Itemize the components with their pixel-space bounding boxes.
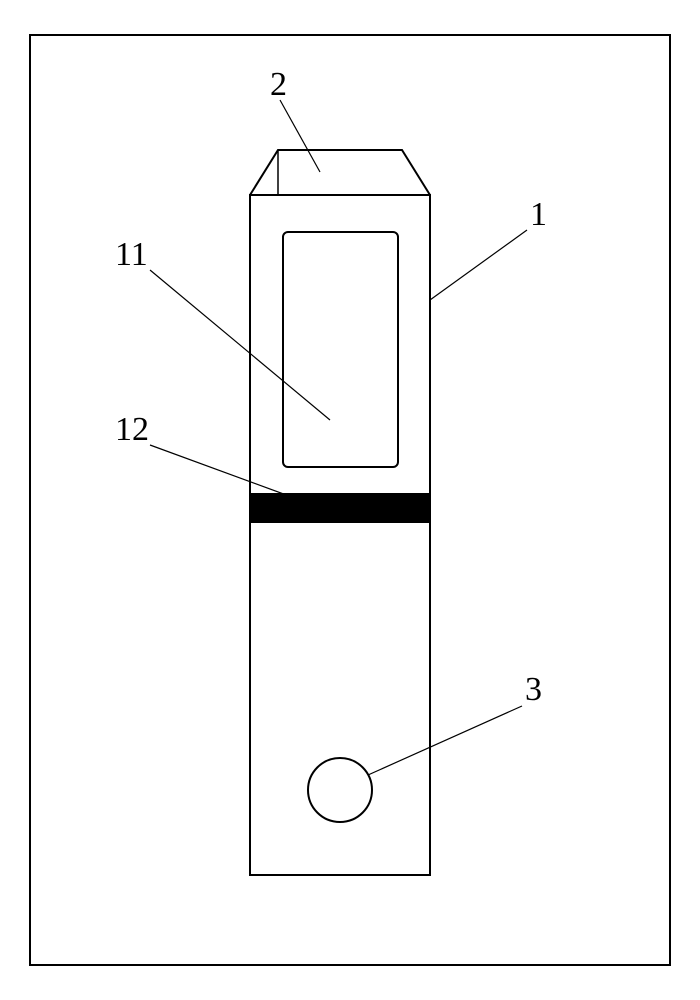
label-3: 3 xyxy=(525,671,542,708)
label-11: 11 xyxy=(115,236,148,273)
band xyxy=(250,493,430,523)
label-12: 12 xyxy=(115,411,149,448)
label-2: 2 xyxy=(270,66,287,103)
label-1: 1 xyxy=(530,196,547,233)
